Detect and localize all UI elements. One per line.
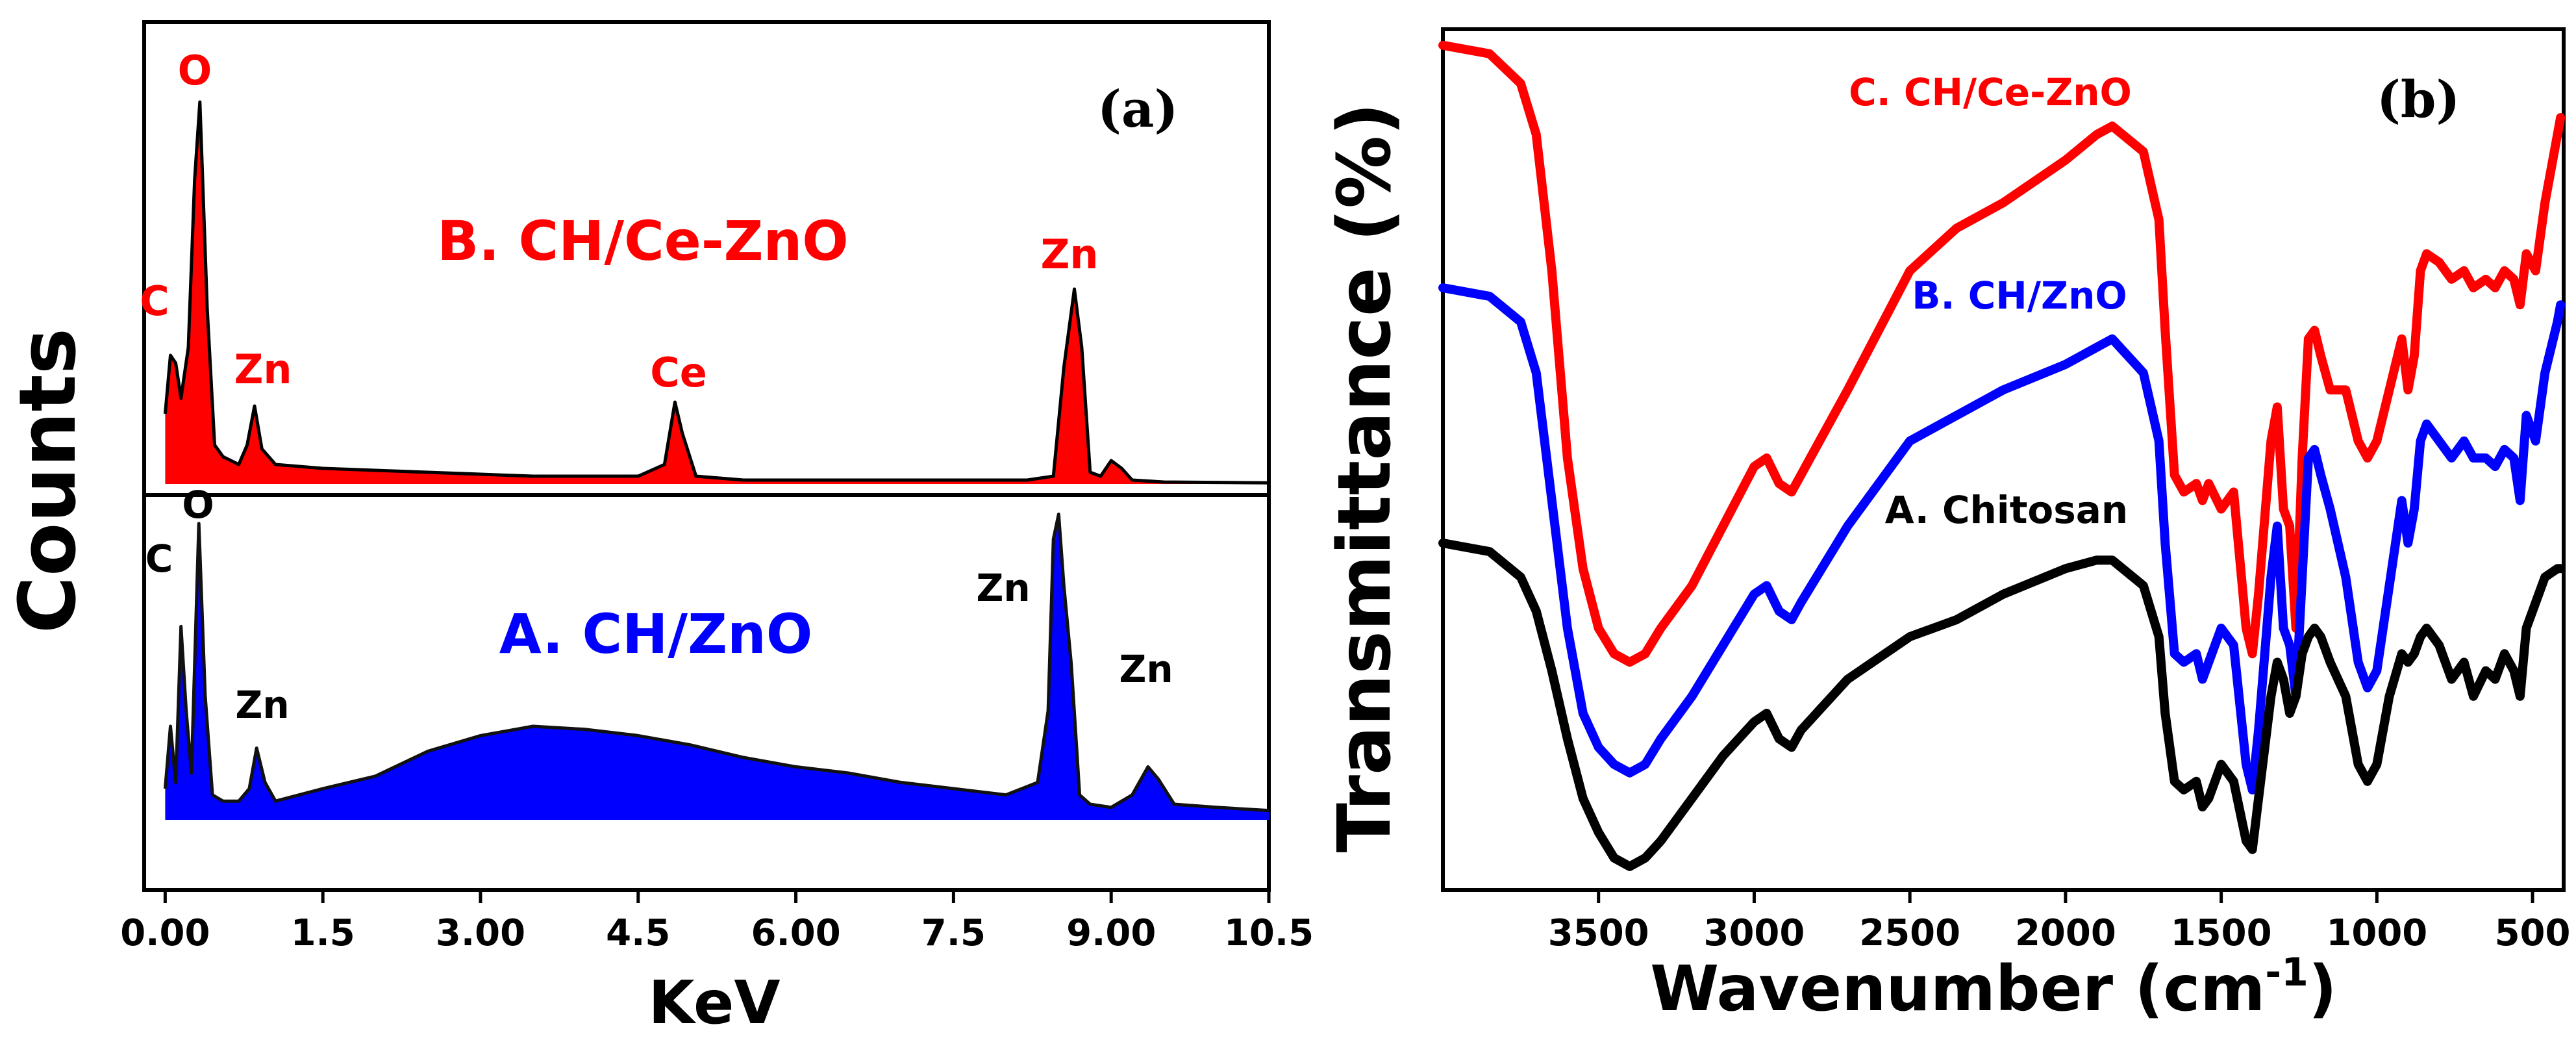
series-a-label: A. Chitosan — [1885, 488, 2128, 532]
peak-label-zn3-a: Zn — [1119, 647, 1173, 691]
series-b-title: B. CH/Ce-ZnO — [437, 209, 848, 273]
panel-b-frame — [1441, 27, 2566, 892]
x-tick-label: 6.00 — [751, 912, 841, 954]
x-tick-label: 2500 — [1859, 912, 1960, 954]
series-fill-ch-ce-zno-eds — [165, 102, 1269, 484]
x-tick-label: 1.5 — [291, 912, 355, 954]
series-line-ch-zno-eds — [163, 513, 1269, 813]
x-tick-label: 3.00 — [436, 912, 525, 954]
peak-label-c-b: C — [140, 277, 169, 325]
x-tick-label: 3000 — [1704, 912, 1805, 954]
peak-label-zn2-a: Zn — [976, 566, 1030, 610]
x-tick-label: 3500 — [1548, 912, 1649, 954]
x-tick-label: 2000 — [2015, 912, 2116, 954]
peak-label-zn1-a: Zn — [235, 683, 289, 727]
ftir-line-a-chitosan — [1438, 539, 2566, 871]
x-tick-label: 4.5 — [606, 912, 670, 954]
series-line-ch-ce-zno-eds — [163, 100, 1269, 485]
panel-b-x-axis-title: Wavenumber (cm-1) — [1650, 950, 2337, 1025]
x-tick-label: 0.00 — [120, 912, 210, 954]
panel-a-x-axis-title: KeV — [648, 968, 780, 1037]
x-tick-label: 1000 — [2326, 912, 2427, 954]
x-tick-label: 1500 — [2171, 912, 2272, 954]
peak-label-zn2-b: Zn — [1040, 231, 1098, 278]
x-tick-label: 7.5 — [921, 912, 986, 954]
x-tick-label: 10.5 — [1224, 912, 1314, 954]
panel-b-x-axis-title-sup: -1 — [2265, 950, 2308, 995]
x-tick-label: 9.00 — [1066, 912, 1156, 954]
peak-label-c-a: C — [145, 537, 173, 581]
ftir-line-c-ch-ce-zno — [1438, 40, 2566, 667]
series-fill-ch-zno-eds — [165, 514, 1269, 820]
peak-label-zn1-b: Zn — [234, 346, 292, 393]
peak-label-ce-b: Ce — [650, 349, 707, 396]
panel-b-y-axis-title: Transmittance (%) — [1323, 103, 1407, 853]
series-a-title: A. CH/ZnO — [499, 602, 812, 666]
peak-label-o-a: O — [182, 483, 214, 527]
panel-a-frame — [142, 20, 1271, 892]
panel-b-x-axis-title-end: ) — [2308, 952, 2337, 1025]
panel-b-label: (b) — [2377, 70, 2460, 129]
panel-a-eds: 0.00 1.5 3.00 4.5 6.00 7.5 9.00 10.5 (a) KeV Co… — [3, 20, 1314, 1037]
peak-label-o-b: O — [178, 47, 212, 94]
x-tick-label: 500 — [2495, 912, 2571, 954]
panel-b-x-axis-title-main: Wavenumber (cm — [1650, 952, 2265, 1025]
series-c-label: C. CH/Ce-ZnO — [1849, 70, 2132, 114]
series-b-label: B. CH/ZnO — [1912, 273, 2127, 318]
ftir-line-b-ch-zno — [1438, 283, 2566, 794]
panel-a-label: (a) — [1097, 80, 1178, 139]
panel-a-y-axis-title: Counts — [3, 328, 94, 633]
panel-b-ftir: 3500 3000 2500 2000 1500 1000 500 (b) Wavenumb… — [1323, 27, 2571, 1025]
